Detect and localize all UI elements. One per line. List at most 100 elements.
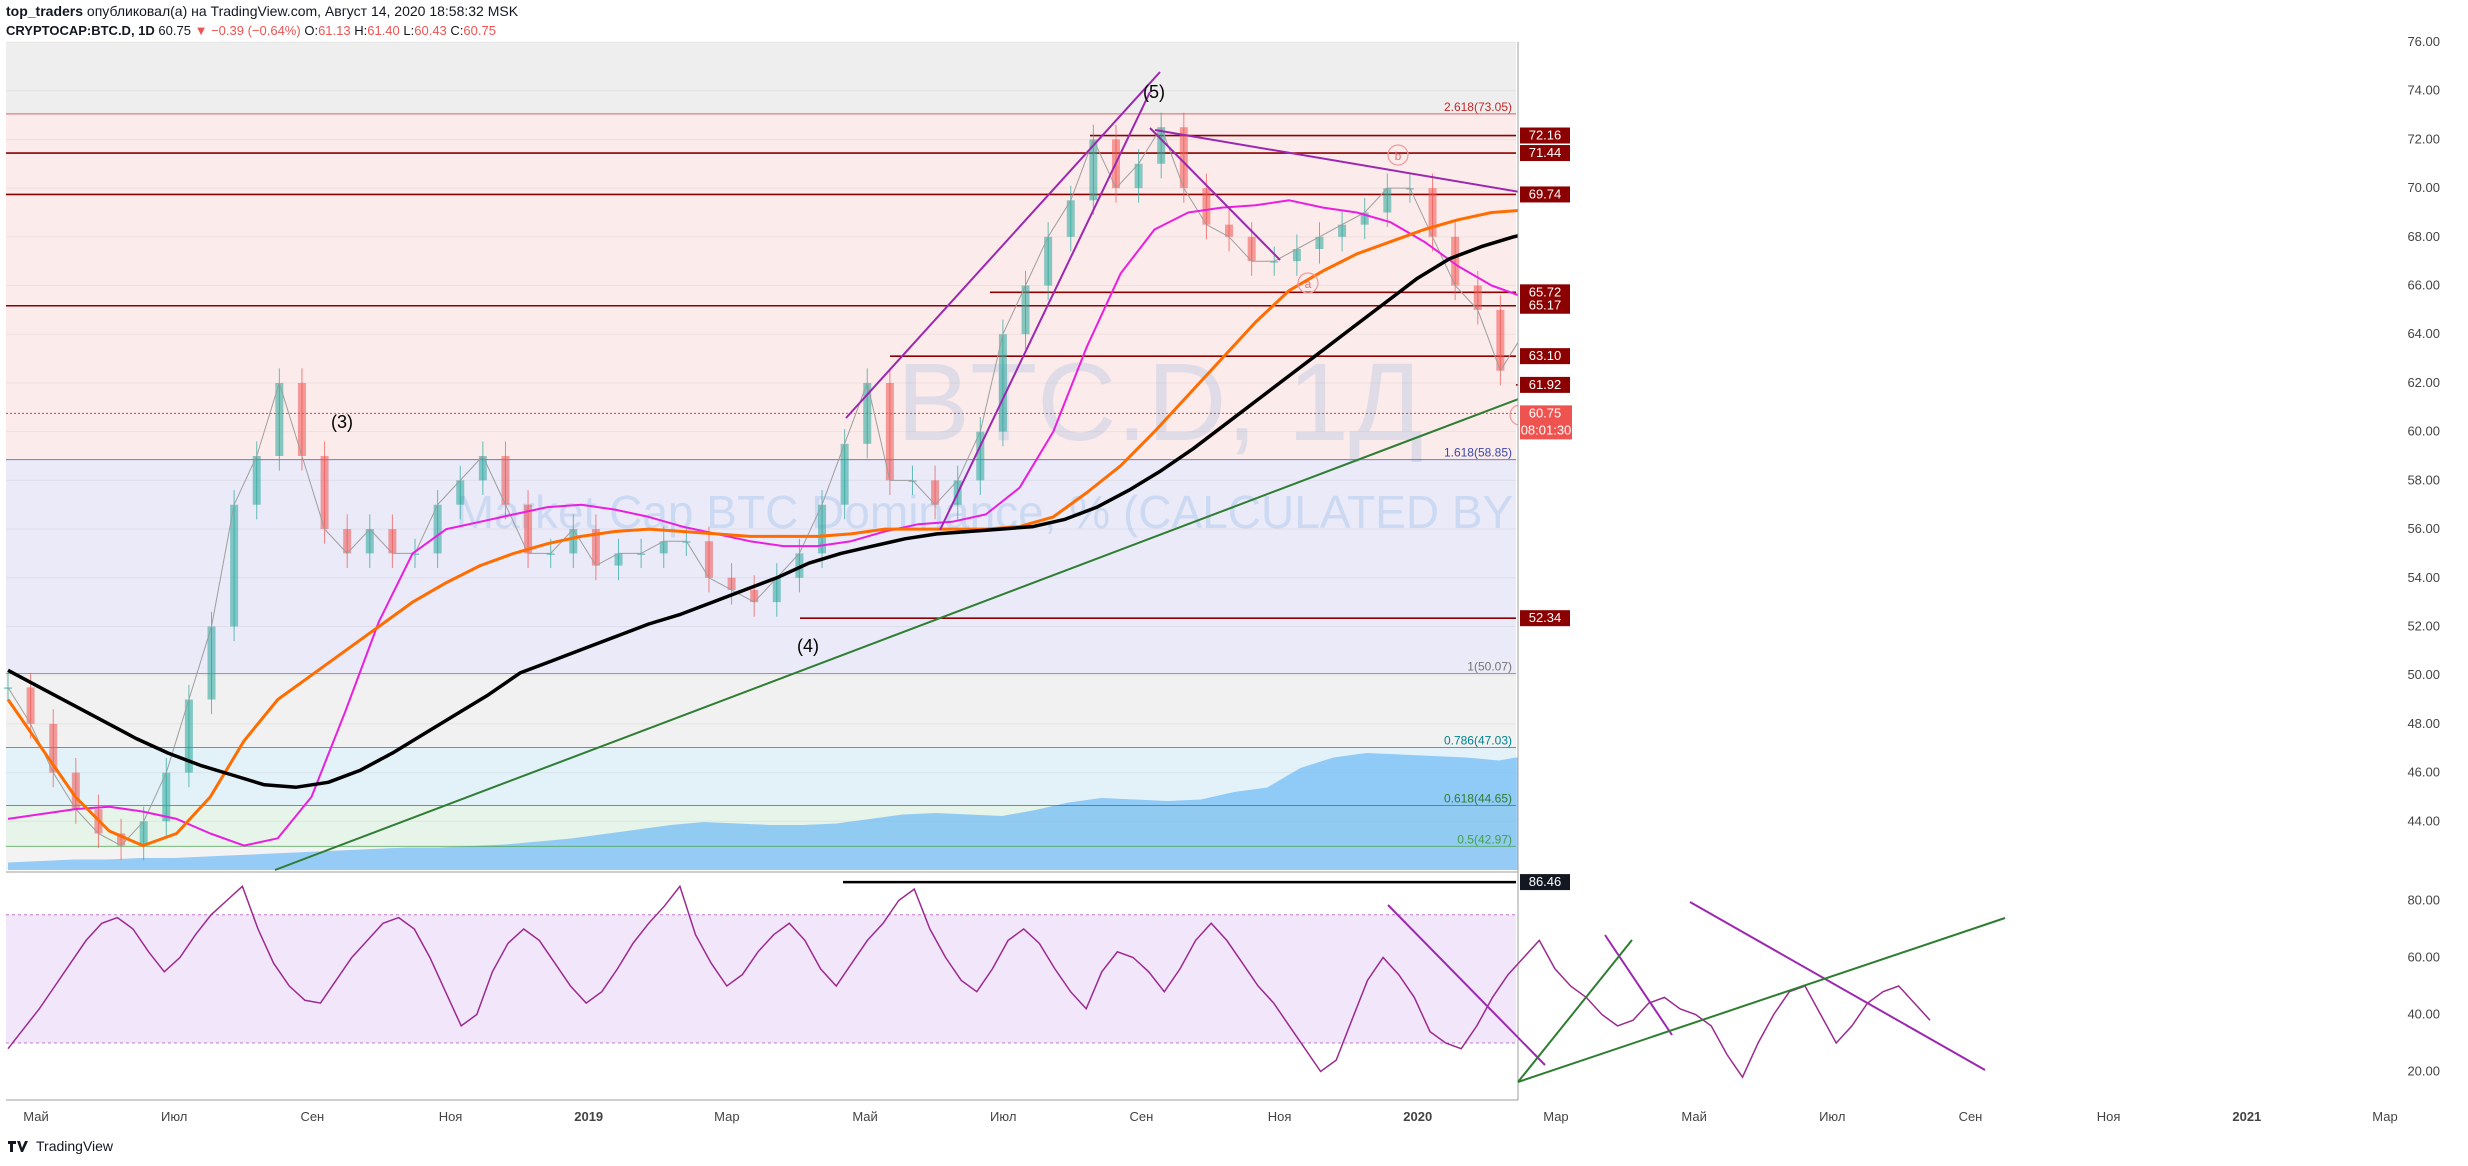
candle-body	[184, 699, 193, 773]
fib-zone	[6, 113, 1516, 460]
high-label: H:	[354, 23, 368, 38]
candle-body	[275, 382, 284, 456]
candle-body	[546, 553, 555, 555]
wave-label: a	[1305, 277, 1312, 291]
wave-circle	[1297, 272, 1319, 294]
wave-label: (3)	[331, 412, 353, 432]
price-axis	[1518, 42, 2468, 1100]
rsi-tick: 80.00	[2407, 893, 2440, 908]
trend-channel-lower	[939, 91, 1151, 531]
wave-label: (5)	[1143, 82, 1165, 102]
price-tick: 76.00	[2407, 34, 2440, 49]
price-tag-label: 52.34	[1529, 610, 1562, 625]
candle-body	[320, 456, 329, 530]
candle-body	[1383, 188, 1392, 213]
time-tick: Ноя	[2097, 1109, 2121, 1124]
price-tag-label: 61.92	[1529, 377, 1562, 392]
author-name[interactable]: top_traders	[6, 3, 84, 19]
candle-body	[1292, 249, 1301, 262]
time-tick: 2019	[574, 1109, 603, 1124]
candle-body	[501, 456, 510, 505]
candle-body	[1270, 261, 1279, 263]
candle-body	[478, 456, 487, 481]
candle-body	[614, 553, 623, 566]
open-label: O:	[304, 23, 319, 38]
candle-body	[1473, 285, 1482, 310]
time-tick: Сен	[300, 1109, 324, 1124]
price-tick: 74.00	[2407, 83, 2440, 98]
price-tick: 44.00	[2407, 813, 2440, 828]
candle-body	[659, 541, 668, 554]
volume-area	[8, 747, 1930, 870]
candle-body	[998, 334, 1007, 432]
candle-body	[637, 553, 646, 555]
symbol-label: CRYPTOCAP:BTC.D, 1D	[6, 23, 155, 38]
volume-path	[8, 747, 1930, 870]
fib-label: 1.618(58.85)	[1444, 446, 1512, 460]
candle-body	[885, 382, 894, 481]
candle-body	[1089, 139, 1098, 201]
candle-body	[931, 480, 940, 505]
time-tick: Мар	[2372, 1109, 2397, 1124]
fib-label: 0.786(47.03)	[1444, 734, 1512, 748]
fib-label: 0.5(42.97)	[1457, 832, 1512, 846]
price-tick: 70.00	[2407, 180, 2440, 195]
candle-body	[1428, 188, 1437, 237]
price-tag-label: 69.74	[1529, 186, 1562, 201]
candle-body	[1066, 200, 1075, 237]
current-price-tag	[1520, 405, 1572, 440]
close-label: C:	[450, 23, 464, 38]
candle-body	[71, 772, 80, 810]
fib-zone	[6, 673, 1516, 748]
candle-body	[343, 529, 352, 554]
price-tick: 56.00	[2407, 521, 2440, 536]
price-tag-label: 65.72	[1529, 284, 1562, 299]
close-value: 60.75	[463, 23, 496, 38]
candle-body	[365, 529, 374, 554]
rsi-line	[7, 884, 1931, 1079]
time-tick: Май	[852, 1109, 877, 1124]
published-note: опубликовал(а) на TradingView.com, Авгус…	[86, 3, 519, 19]
price-tick: 50.00	[2407, 667, 2440, 682]
footer-brand[interactable]: TradingView	[6, 1138, 113, 1154]
price-tick: 62.00	[2407, 375, 2440, 390]
time-tick: Июл	[161, 1109, 187, 1124]
time-tick: Июл	[1819, 1109, 1845, 1124]
rsi-marker-tag	[1520, 874, 1570, 891]
price-tag-label: 72.16	[1529, 128, 1562, 143]
time-tick: Мар	[1543, 1109, 1568, 1124]
price-tick: 52.00	[2407, 618, 2440, 633]
current-price-label: 60.75	[1529, 405, 1562, 420]
open-value: 61.13	[318, 23, 351, 38]
price-tick: 68.00	[2407, 229, 2440, 244]
rsi-trendline	[1604, 934, 1673, 1036]
rsi-tick: 40.00	[2407, 1007, 2440, 1022]
time-tick: Ноя	[1268, 1109, 1292, 1124]
candle-body	[117, 833, 126, 846]
price-tag	[1520, 376, 1570, 393]
price-tick: 72.00	[2407, 131, 2440, 146]
candle-body	[818, 504, 827, 554]
candle-body	[1202, 188, 1211, 225]
candle-body	[1338, 224, 1347, 237]
rsi-uptrend	[1517, 917, 2006, 1083]
fib-label: 2.618(73.05)	[1444, 100, 1512, 114]
price-tag	[1520, 610, 1570, 627]
candle-body	[772, 577, 781, 603]
price-tick: 46.00	[2407, 765, 2440, 780]
candle-body	[1044, 236, 1053, 286]
rsi-tick: 60.00	[2407, 950, 2440, 965]
time-tick: Май	[1681, 1109, 1706, 1124]
candle-body	[162, 772, 171, 822]
price-tag	[1520, 127, 1570, 144]
price-tick: 60.00	[2407, 424, 2440, 439]
time-tick: Мар	[714, 1109, 739, 1124]
candle-body	[207, 626, 216, 700]
countdown-label: 08:01:30	[1521, 422, 1572, 437]
time-tick: Сен	[1130, 1109, 1154, 1124]
wave-circle	[1387, 144, 1409, 166]
candle-body	[1496, 309, 1505, 371]
trend-channel-upper	[845, 71, 1161, 419]
candle-body	[230, 504, 239, 627]
